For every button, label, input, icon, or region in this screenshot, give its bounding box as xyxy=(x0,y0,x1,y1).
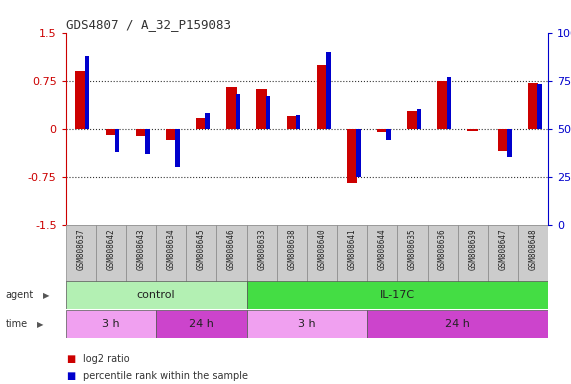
Bar xyxy=(397,225,428,282)
Bar xyxy=(66,281,247,309)
Bar xyxy=(428,225,458,282)
Bar xyxy=(367,310,548,338)
Text: ■: ■ xyxy=(66,371,75,381)
Text: 3 h: 3 h xyxy=(102,319,120,329)
Text: GSM808642: GSM808642 xyxy=(106,228,115,270)
Bar xyxy=(287,116,297,129)
Bar xyxy=(528,83,538,129)
Text: GSM808639: GSM808639 xyxy=(468,228,477,270)
Bar xyxy=(518,225,548,282)
Bar xyxy=(236,94,240,129)
Bar xyxy=(317,65,327,129)
Text: GSM808633: GSM808633 xyxy=(257,228,266,270)
Bar xyxy=(156,310,247,338)
Bar xyxy=(458,225,488,282)
Text: percentile rank within the sample: percentile rank within the sample xyxy=(83,371,248,381)
Text: GSM808647: GSM808647 xyxy=(498,228,508,270)
Bar xyxy=(337,225,367,282)
Bar xyxy=(468,129,478,131)
Bar xyxy=(537,84,542,129)
Bar xyxy=(226,87,237,129)
Text: GSM808644: GSM808644 xyxy=(378,228,387,270)
Text: 3 h: 3 h xyxy=(298,319,316,329)
Text: 24 h: 24 h xyxy=(189,319,214,329)
Text: agent: agent xyxy=(6,290,34,300)
Bar xyxy=(166,129,176,140)
Bar xyxy=(447,77,451,129)
Text: log2 ratio: log2 ratio xyxy=(83,354,130,364)
Text: GSM808637: GSM808637 xyxy=(77,228,85,270)
Bar xyxy=(66,310,156,338)
Bar xyxy=(175,129,180,167)
Text: ▶: ▶ xyxy=(43,291,49,300)
Text: GSM808640: GSM808640 xyxy=(317,228,327,270)
Text: GSM808635: GSM808635 xyxy=(408,228,417,270)
Bar xyxy=(247,225,277,282)
Bar xyxy=(145,129,150,154)
Bar xyxy=(156,225,186,282)
Text: GSM808643: GSM808643 xyxy=(136,228,146,270)
Bar xyxy=(206,113,210,129)
Bar xyxy=(266,96,270,129)
Bar xyxy=(136,129,146,136)
Text: GSM808636: GSM808636 xyxy=(438,228,447,270)
Bar xyxy=(85,56,89,129)
Bar xyxy=(347,129,357,183)
Bar xyxy=(196,118,207,129)
Bar xyxy=(488,225,518,282)
Text: GSM808634: GSM808634 xyxy=(167,228,176,270)
Bar xyxy=(437,81,448,129)
Bar xyxy=(296,115,300,129)
Bar xyxy=(367,225,397,282)
Text: GSM808648: GSM808648 xyxy=(529,228,537,270)
Bar xyxy=(256,89,267,129)
Text: control: control xyxy=(137,290,175,300)
Text: IL-17C: IL-17C xyxy=(380,290,415,300)
Bar xyxy=(247,281,548,309)
Bar xyxy=(326,52,331,129)
Text: GDS4807 / A_32_P159083: GDS4807 / A_32_P159083 xyxy=(66,18,231,31)
Bar xyxy=(277,225,307,282)
Text: GSM808641: GSM808641 xyxy=(348,228,357,270)
Bar xyxy=(96,225,126,282)
Text: ▶: ▶ xyxy=(37,319,43,329)
Text: 24 h: 24 h xyxy=(445,319,470,329)
Bar xyxy=(216,225,247,282)
Bar xyxy=(356,129,361,177)
Bar xyxy=(126,225,156,282)
Text: time: time xyxy=(6,319,28,329)
Bar xyxy=(416,109,421,129)
Text: GSM808645: GSM808645 xyxy=(197,228,206,270)
Bar xyxy=(377,129,388,132)
Text: GSM808638: GSM808638 xyxy=(287,228,296,270)
Bar xyxy=(75,71,86,129)
Bar xyxy=(507,129,512,157)
Bar xyxy=(106,129,116,135)
Bar xyxy=(498,129,508,151)
Bar xyxy=(115,129,119,152)
Bar xyxy=(186,225,216,282)
Bar xyxy=(307,225,337,282)
Bar xyxy=(247,310,367,338)
Bar xyxy=(387,129,391,140)
Bar xyxy=(407,111,418,129)
Text: ■: ■ xyxy=(66,354,75,364)
Bar xyxy=(66,225,96,282)
Text: GSM808646: GSM808646 xyxy=(227,228,236,270)
